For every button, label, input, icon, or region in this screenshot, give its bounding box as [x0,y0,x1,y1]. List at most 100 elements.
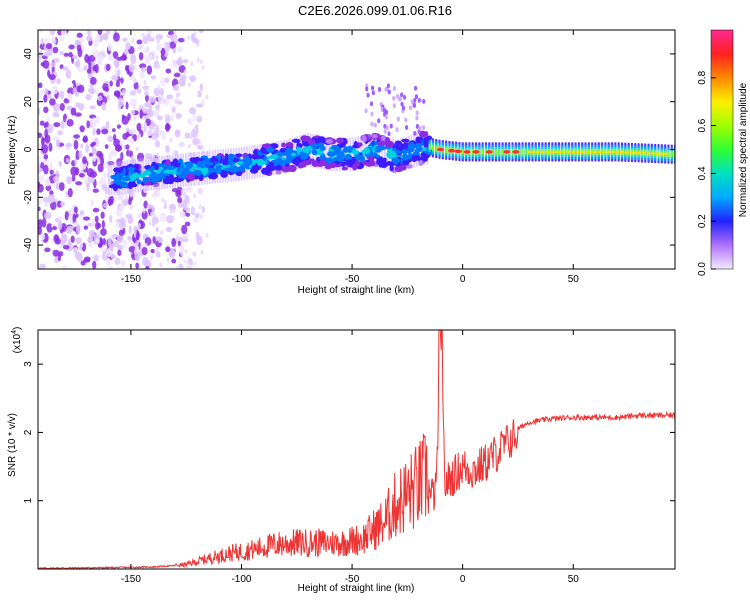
heatmap-cell [659,152,664,156]
heatmap-cell [527,150,532,154]
heatmap-cell [285,165,294,172]
heatmap-cell [135,231,140,241]
heatmap-cell [49,169,54,175]
snr-series-line [38,330,675,569]
heatmap-cell [193,31,197,37]
heatmap-cell [73,139,79,150]
heatmap-cell [101,128,109,135]
heatmap-cell [146,203,153,210]
heatmap-cell [437,147,445,152]
colorbar-tick-label: 0.2 [697,214,708,228]
heatmap-cell [95,238,100,244]
heatmap-cell [205,94,209,100]
heatmap-cell [102,172,110,178]
heatmap-cell [269,154,275,160]
heatmap-cell [87,30,91,37]
heatmap-cell [123,48,129,55]
heatmap-cell [267,165,276,172]
heatmap-cell [235,153,243,158]
x-tick-label: -100 [231,574,251,585]
snr-frame [37,329,676,570]
heatmap-cell [160,47,166,56]
heatmap-cell [157,83,161,90]
heatmap-cell [374,145,382,153]
heatmap-cell [521,149,524,155]
heatmap-cell [38,195,42,206]
heatmap-cell [235,147,238,182]
heatmap-cell [184,132,191,139]
heatmap-cell [168,175,175,184]
heatmap-cell [46,116,50,123]
heatmap-cell [116,235,123,244]
heatmap-cell [157,115,163,121]
heatmap-cell [115,80,121,88]
heatmap-cell [177,37,185,43]
heatmap-cell [344,153,353,161]
heatmap-cell [646,152,651,155]
heatmap-cell [106,257,111,267]
heatmap-cell [148,220,152,226]
heatmap-cell [113,90,121,97]
heatmap-cell [503,150,511,154]
heatmap-cell [112,51,119,59]
heatmap-cell [191,36,198,43]
heatmap-cell [66,93,73,101]
heatmap-cell [593,150,598,154]
heatmap-cell [64,210,69,221]
heatmap-cell [185,186,193,193]
heatmap-cell [356,156,363,161]
heatmap-cell [107,135,114,142]
colorbar-tick-label: 0.0 [697,262,708,276]
heatmap-cell [165,68,172,74]
heatmap-cell [74,39,81,46]
heatmap-cell [132,193,136,199]
heatmap-cell [87,236,94,244]
snr-scale-label: (x104) [11,327,23,354]
heatmap-cell [76,32,83,38]
heatmap-cell [88,152,94,157]
heatmap-cell [155,138,159,144]
heatmap-cell [120,259,126,268]
heatmap-cell [38,107,41,116]
colorbar-ticks: 0.0 0.2 0.4 0.6 0.8 [697,70,716,276]
heatmap-cell [166,94,174,100]
heatmap-cell [109,80,113,87]
heatmap-cell [148,102,153,112]
heatmap-cell [382,157,387,163]
heatmap-cell [275,169,282,175]
heatmap-cell [71,175,76,182]
heatmap-cell [82,216,91,221]
heatmap-cell [602,150,607,154]
y-tick-label: -40 [23,237,34,252]
heatmap-cell [152,212,156,218]
heatmap-cell [180,251,184,257]
heatmap-cell [70,107,77,116]
heatmap-cell [627,149,630,156]
heatmap-cell [67,187,73,198]
heatmap-cell [92,49,100,58]
y-tick-label: 1 [23,497,34,503]
heatmap-cell [76,67,84,73]
heatmap-cell [163,42,167,48]
heatmap-cell [114,257,121,265]
heatmap-cell [122,239,128,249]
heatmap-cell [365,83,369,89]
heatmap-cell [291,138,301,143]
heatmap-cell [49,30,56,36]
heatmap-cell [153,220,157,226]
heatmap-cell [161,130,167,141]
heatmap-cell [58,251,64,257]
heatmap-cell [142,208,146,214]
heatmap-cell [138,52,144,61]
heatmap-cell [329,162,337,169]
heatmap-cell [76,58,80,66]
heatmap-cell [373,122,377,128]
heatmap-cell [80,143,84,149]
heatmap-cell [179,74,187,81]
heatmap-cell [370,85,375,91]
heatmap-cell [408,145,414,153]
heatmap-cell [187,118,194,125]
heatmap-cell [73,206,78,214]
heatmap-cell [73,134,80,139]
heatmap-cell [43,154,49,160]
